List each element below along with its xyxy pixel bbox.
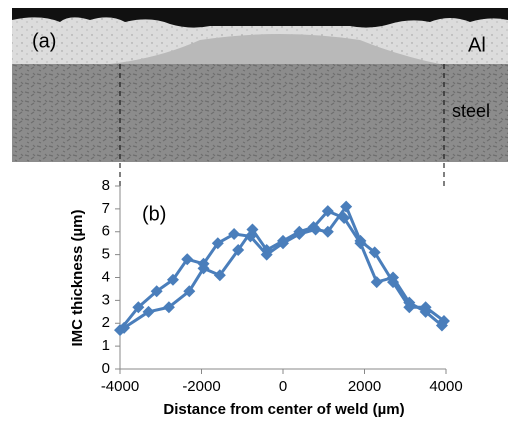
data-point <box>228 228 241 241</box>
y-tick-label: 5 <box>102 246 110 263</box>
data-point <box>213 269 226 282</box>
data-point <box>150 285 163 298</box>
al-label: Al <box>468 34 486 56</box>
data-point <box>368 246 381 259</box>
y-tick-label: 4 <box>102 268 110 285</box>
data-point <box>403 296 416 309</box>
x-tick-label: -4000 <box>101 378 139 395</box>
x-tick-label: 2000 <box>348 378 381 395</box>
data-point <box>354 237 367 250</box>
data-point <box>232 244 245 257</box>
data-point <box>162 301 175 314</box>
data-point <box>277 234 289 247</box>
x-tick-label: 0 <box>279 378 287 395</box>
data-point <box>142 305 155 318</box>
x-axis-title: Distance from center of weld (µm) <box>163 401 404 418</box>
data-point <box>435 319 448 332</box>
y-tick-label: 0 <box>102 360 110 377</box>
y-tick-label: 8 <box>102 177 110 194</box>
data-point <box>260 244 273 257</box>
data-point <box>321 225 334 238</box>
x-tick-label: -2000 <box>182 378 220 395</box>
data-point <box>307 221 320 234</box>
data-point <box>211 237 224 250</box>
y-tick-label: 7 <box>102 200 110 217</box>
steel-label: steel <box>452 101 490 121</box>
data-point <box>340 200 353 213</box>
data-point <box>338 212 351 225</box>
data-point <box>387 271 400 284</box>
y-tick-label: 2 <box>102 314 110 331</box>
data-point <box>246 223 259 236</box>
steel-region <box>12 64 508 162</box>
data-point <box>166 273 179 286</box>
data-point <box>321 205 334 218</box>
y-tick-label: 1 <box>102 337 110 354</box>
y-axis-title: IMC thickness (µm) <box>69 209 86 346</box>
data-point <box>183 285 196 298</box>
panel-label: (a) <box>32 30 56 52</box>
data-point <box>181 253 194 266</box>
micrograph: (a) Al steel <box>12 8 508 162</box>
chart: (b) Distance from center of weld (µm) IM… <box>69 177 463 418</box>
data-point <box>370 276 383 289</box>
y-tick-label: 3 <box>102 291 110 308</box>
data-point <box>118 321 131 334</box>
data-point <box>419 305 432 318</box>
data-point <box>132 301 145 314</box>
weld-zone <box>110 34 440 64</box>
data-point <box>293 225 306 238</box>
x-tick-label: 4000 <box>429 378 462 395</box>
annotation: (b) <box>142 203 166 225</box>
data-point <box>197 262 210 275</box>
y-tick-label: 6 <box>102 223 110 240</box>
